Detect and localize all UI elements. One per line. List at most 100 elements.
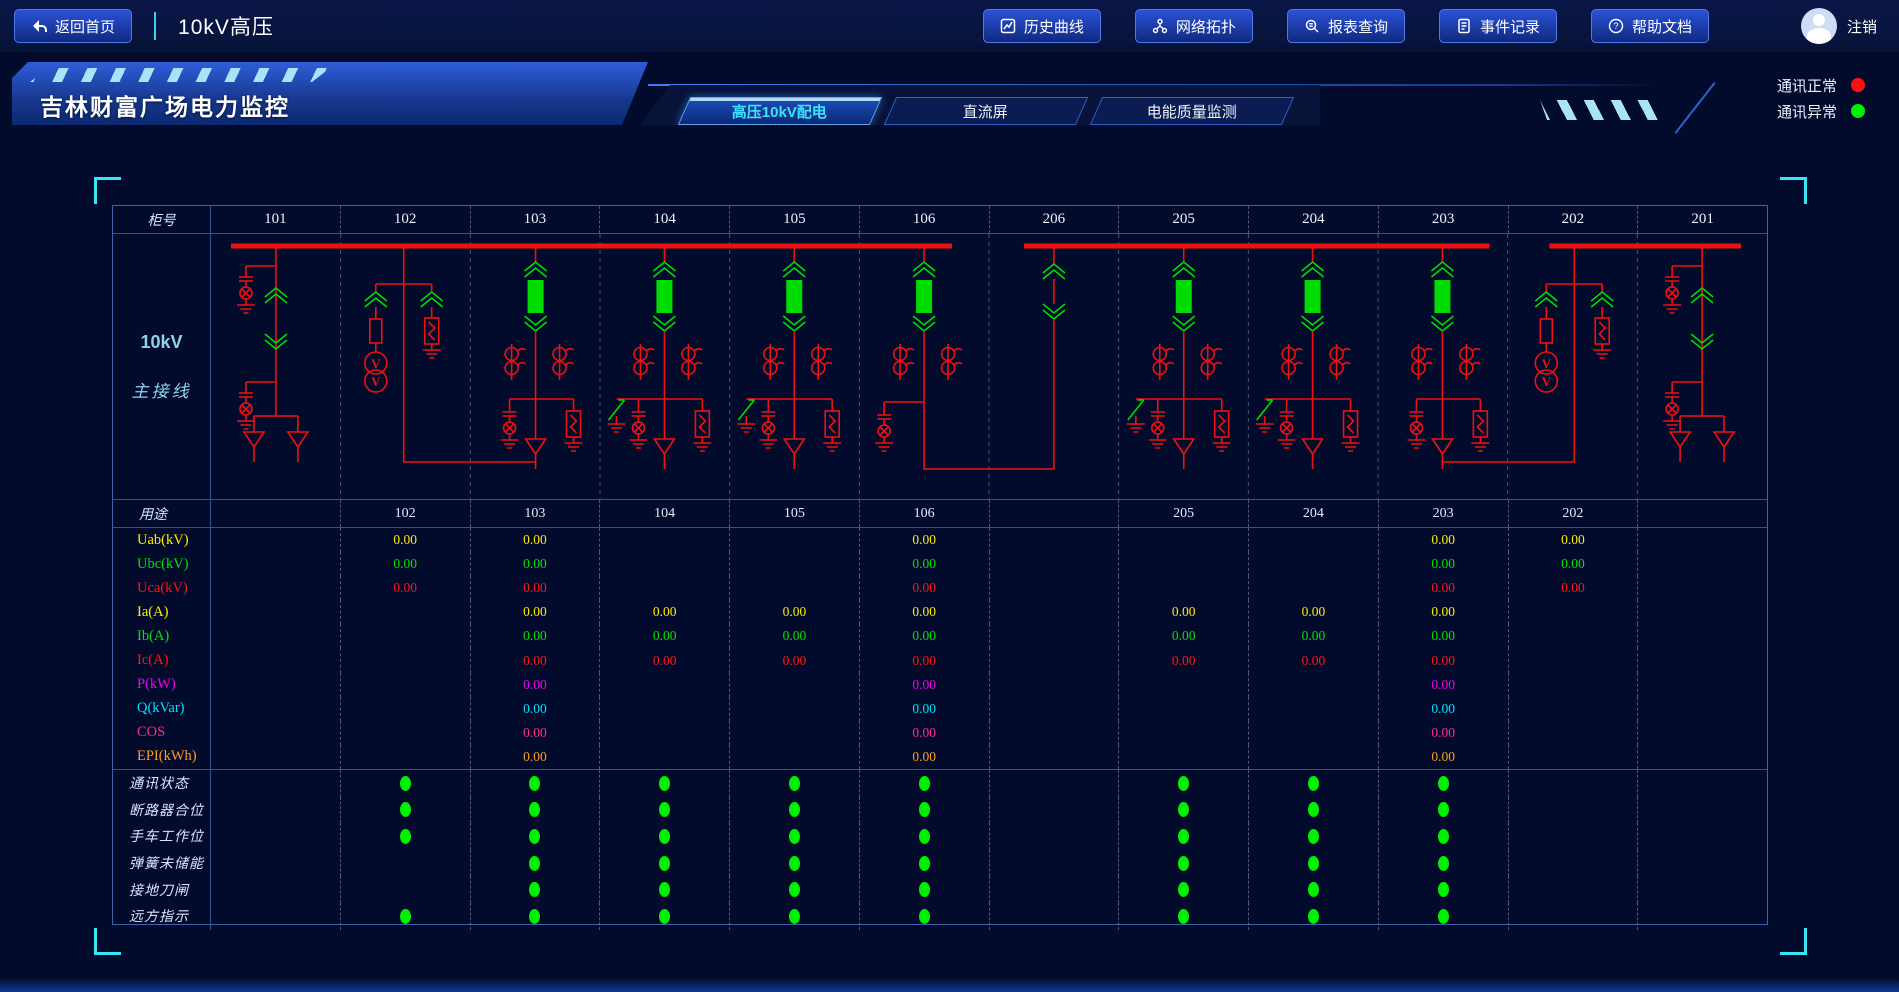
tab-dc-panel[interactable]: 直流屏 [883, 97, 1089, 125]
user-area: 注销 [1800, 8, 1877, 44]
measurement-row-label: Ib(A) [113, 624, 211, 649]
status-row-label: 远方指示 [113, 902, 211, 930]
diagram-column-204[interactable] [1256, 246, 1360, 469]
measurement-row: Uca(kV) 0.00 0.00 0.00 0.00 0.00 [113, 576, 1767, 601]
measurement-value-206 [988, 528, 1119, 553]
measurement-value-204 [1248, 744, 1378, 769]
status-cell-206 [988, 823, 1119, 850]
help-docs-button[interactable]: ? 帮助文档 [1590, 9, 1709, 43]
status-cell-103 [469, 876, 600, 903]
comm-abnormal-label: 通讯异常 [1776, 103, 1837, 121]
event-log-button[interactable]: 事件记录 [1438, 9, 1557, 43]
measurement-value-202: 0.00 [1507, 528, 1638, 553]
usage-value-104: 104 [599, 500, 729, 527]
measurement-row-label: EPI(kWh) [113, 744, 211, 769]
tab-power-quality[interactable]: 电能质量监测 [1089, 97, 1295, 125]
network-topology-button[interactable]: 网络拓扑 [1134, 9, 1253, 43]
usage-cells: 102 103 104 105 106 205 204 203 202 [211, 500, 1767, 527]
comm-legend: 通讯正常 通讯异常 [1695, 72, 1865, 124]
status-cell-104 [599, 902, 729, 930]
diagram-column-203[interactable] [1407, 246, 1489, 469]
measurement-row-label: Uca(kV) [113, 576, 211, 601]
usage-value-102: 102 [339, 500, 470, 527]
measurement-value-204 [1248, 696, 1378, 721]
usage-value-203: 203 [1377, 500, 1508, 527]
status-dot-icon [529, 882, 541, 898]
measurement-value-203: 0.00 [1377, 624, 1508, 649]
help-docs-label: 帮助文档 [1631, 18, 1692, 36]
measurement-value-206 [988, 552, 1119, 577]
main-table: 柜号 101 102 103 104 105 106 206 205 204 203 202 201 … [112, 205, 1768, 930]
measurement-value-204: 0.00 [1248, 624, 1378, 649]
user-avatar[interactable] [1800, 8, 1837, 44]
diagram-column-201[interactable] [1663, 246, 1734, 462]
status-cell-201 [1637, 902, 1767, 930]
cabinet-header-203: 203 [1377, 206, 1508, 233]
single-line-diagram-row: 10kV 主接线 VV [113, 234, 1767, 500]
back-home-button[interactable]: 返回首页 [14, 9, 133, 43]
tab-hv-10kv[interactable]: 高压10kV配电 [677, 97, 883, 125]
measurement-value-102: 0.00 [339, 576, 470, 601]
measurement-row-label: Q(kVar) [113, 696, 211, 721]
curve-icon [1000, 18, 1016, 34]
report-query-button[interactable]: 报表查询 [1286, 9, 1405, 43]
measurement-value-201 [1637, 672, 1767, 697]
diagram-column-104[interactable] [607, 246, 711, 469]
status-dot-icon [788, 882, 800, 898]
status-cell-105 [729, 849, 859, 877]
status-dot-icon [399, 775, 411, 791]
diagram-column-206[interactable] [1043, 246, 1065, 469]
logout-button[interactable]: 注销 [1846, 18, 1877, 36]
status-dot-icon [1437, 908, 1449, 924]
measurement-value-202 [1507, 648, 1638, 673]
diagram-column-101[interactable] [237, 246, 308, 462]
measurement-value-105 [729, 696, 859, 721]
measurement-row: COS 0.00 0.00 0.00 [113, 720, 1767, 745]
history-curve-button[interactable]: 历史曲线 [982, 9, 1101, 43]
status-cell-205 [1118, 769, 1248, 797]
cabinet-header-cells: 101 102 103 104 105 106 206 205 204 203 202 201 [211, 206, 1767, 233]
measurement-value-202: 0.00 [1507, 552, 1638, 577]
status-cell-103 [469, 849, 600, 877]
diagram-column-105[interactable] [737, 246, 841, 469]
status-cell-204 [1248, 769, 1378, 797]
diagram-label-voltage: 10kV [140, 331, 183, 352]
measurement-row: Uab(kV) 0.00 0.00 0.00 0.00 0.00 [113, 528, 1767, 553]
measurement-value-206 [988, 600, 1119, 625]
status-dot-icon [1307, 908, 1319, 924]
diagram-column-103[interactable] [501, 246, 583, 469]
diagram-column-202[interactable] [1442, 246, 1613, 462]
divider [154, 12, 157, 40]
measurement-value-203: 0.00 [1377, 744, 1508, 769]
status-dot-icon [529, 908, 541, 924]
measurement-value-204 [1248, 720, 1378, 745]
diagram-column-102[interactable] [365, 246, 536, 462]
status-cell-206 [988, 902, 1119, 930]
status-cell-102 [339, 849, 470, 877]
status-row-label: 接地刀闸 [113, 876, 211, 903]
status-dot-icon [788, 855, 800, 871]
status-cell-104 [599, 876, 729, 903]
measurement-value-204 [1248, 576, 1378, 601]
cabinet-header-206: 206 [988, 206, 1119, 233]
svg-text:?: ? [1613, 21, 1618, 31]
measurement-row-label: Ic(A) [113, 648, 211, 673]
comm-abnormal-dot-icon [1851, 104, 1865, 118]
status-row-label: 通讯状态 [113, 769, 211, 797]
status-dot-icon [659, 882, 671, 898]
measurement-value-101 [211, 624, 340, 648]
status-cell-102 [339, 796, 470, 824]
measurement-value-203: 0.00 [1377, 600, 1508, 625]
measurement-value-106: 0.00 [858, 600, 989, 625]
diagram-column-205[interactable] [1127, 246, 1231, 469]
status-dot-icon [1437, 828, 1449, 844]
measurement-value-101 [211, 745, 340, 769]
status-cell-203 [1377, 876, 1508, 903]
measurement-value-201 [1637, 576, 1767, 601]
measurement-value-101 [211, 697, 340, 721]
measurement-value-104 [599, 528, 729, 553]
measurement-value-104 [599, 744, 729, 769]
bottom-decor-strip [0, 978, 1899, 992]
measurement-value-205 [1118, 528, 1248, 553]
diagram-column-106[interactable] [875, 246, 1054, 469]
